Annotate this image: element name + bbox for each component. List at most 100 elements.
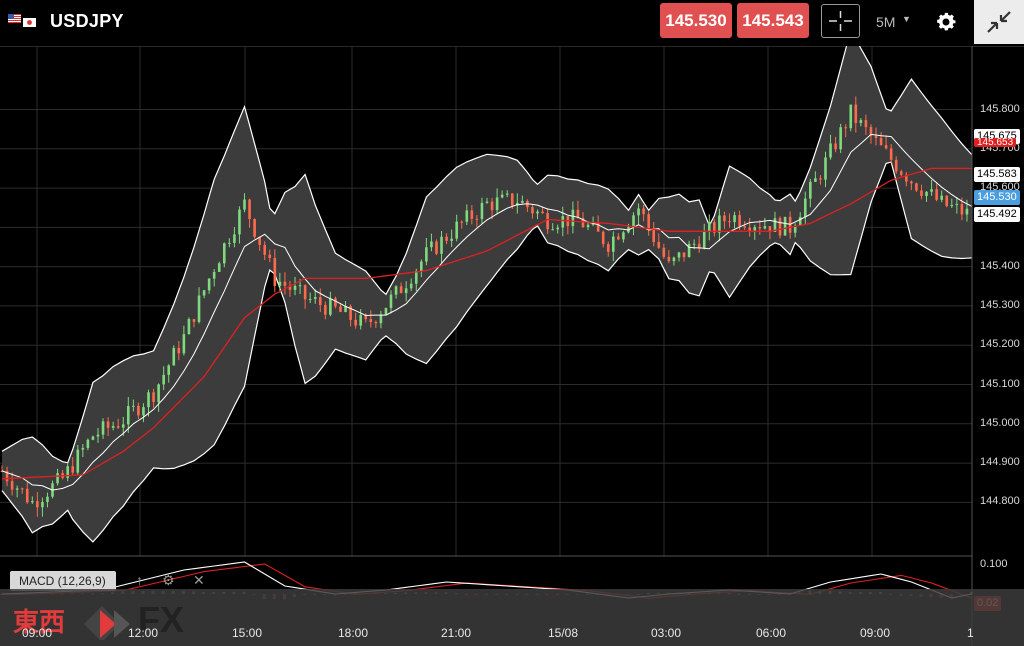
price-chart[interactable]: [0, 46, 1024, 646]
candle-down: [369, 319, 373, 322]
gear-icon[interactable]: [934, 10, 958, 34]
candle-up: [839, 127, 842, 150]
candle-down: [541, 211, 544, 214]
timeframe-select[interactable]: 5M: [876, 14, 896, 30]
candle-up: [798, 217, 802, 226]
macd-label[interactable]: MACD (12,26,9): [10, 571, 116, 591]
candle-down: [339, 306, 342, 312]
time-axis-label: 21:00: [441, 626, 472, 640]
gear-icon[interactable]: ⚙: [162, 572, 175, 588]
candle-down: [667, 256, 671, 262]
candle-down: [354, 319, 357, 326]
candle-up: [950, 205, 954, 207]
candle-down: [318, 297, 322, 306]
time-axis-label: 03:00: [651, 626, 682, 640]
candle-down: [581, 218, 585, 228]
candle-up: [389, 294, 393, 308]
brand-logo-text: 東西: [13, 608, 66, 638]
candle-down: [5, 471, 9, 482]
candle-down: [460, 221, 464, 223]
candle-up: [31, 501, 34, 503]
candle-up: [930, 189, 933, 192]
candle-up: [101, 421, 105, 435]
brand-logo-fx: FX: [138, 599, 185, 640]
candle-up: [414, 270, 418, 284]
lower-band-tag: 145.492: [974, 207, 1020, 222]
candle-up: [394, 286, 398, 295]
candle-up: [632, 215, 635, 228]
arrow-up-icon[interactable]: ↑: [136, 572, 143, 588]
candle-up: [637, 208, 640, 216]
candle-down: [349, 306, 352, 320]
candle-up: [127, 406, 130, 425]
chevron-down-icon: ▼: [902, 14, 911, 24]
candle-up: [465, 210, 469, 222]
candle-down: [894, 159, 898, 172]
close-icon[interactable]: ✕: [193, 572, 205, 588]
time-axis-bar: [0, 589, 1024, 646]
candle-down: [697, 243, 701, 249]
exit-fullscreen-button[interactable]: [974, 0, 1024, 44]
candle-up: [773, 218, 777, 232]
candle-down: [844, 127, 847, 129]
candle-up: [536, 211, 539, 214]
price-axis-label: 145.000: [980, 416, 1020, 429]
candle-up: [718, 215, 721, 233]
crosshair-button[interactable]: [821, 4, 860, 38]
candle-up: [56, 473, 59, 484]
collapse-icon: [987, 11, 1011, 33]
bollinger-upper-line: [1, 46, 973, 464]
candle-down: [879, 137, 883, 146]
candle-down: [71, 466, 75, 473]
candle-down: [915, 183, 918, 191]
candle-up: [551, 229, 554, 231]
candle-up: [76, 449, 80, 473]
candle-down: [283, 281, 287, 286]
candle-down: [576, 209, 580, 219]
bollinger-middle-line: [1, 133, 973, 491]
candle-down: [364, 314, 368, 320]
candle-down: [642, 208, 645, 215]
time-axis-label: 06:00: [756, 626, 787, 640]
candle-up: [308, 298, 312, 300]
candle-down: [874, 135, 878, 138]
candle-up: [329, 298, 332, 315]
candle-up: [571, 209, 575, 227]
sell-price-button[interactable]: 145.530: [660, 3, 732, 38]
candle-down: [334, 298, 337, 307]
candle-up: [500, 194, 504, 198]
candle-up: [425, 247, 428, 262]
candle-up: [142, 407, 145, 416]
candle-down: [920, 190, 923, 197]
time-axis-label: 12:00: [128, 626, 159, 640]
buy-price-button[interactable]: 145.543: [737, 3, 809, 38]
candle-down: [778, 218, 782, 236]
instrument-name[interactable]: USDJPY: [50, 11, 124, 31]
candle-down: [748, 227, 752, 231]
candle-up: [167, 365, 171, 375]
time-axis-label: 09:00: [22, 626, 53, 640]
candle-up: [586, 224, 590, 228]
candle-up: [505, 193, 509, 195]
candle-down: [596, 222, 600, 232]
candle-down: [263, 244, 267, 255]
bollinger-lower-line: [1, 161, 973, 543]
candle-up: [687, 243, 691, 258]
candle-up: [172, 347, 176, 366]
candle-up: [162, 374, 165, 385]
candle-down: [303, 285, 307, 300]
candle-up: [829, 143, 832, 158]
candle-up: [238, 209, 241, 235]
candle-down: [106, 421, 110, 428]
time-axis-label: 18:00: [338, 626, 369, 640]
time-axis-label: 1: [967, 626, 974, 640]
candle-down: [36, 501, 39, 508]
candle-up: [41, 501, 44, 508]
bollinger-band-area: [2, 46, 972, 542]
candle-down: [617, 236, 620, 240]
candle-up: [298, 285, 302, 287]
candle-up: [132, 405, 135, 407]
candle-down: [889, 148, 893, 160]
candle-up: [207, 278, 211, 291]
candle-up: [212, 271, 216, 279]
